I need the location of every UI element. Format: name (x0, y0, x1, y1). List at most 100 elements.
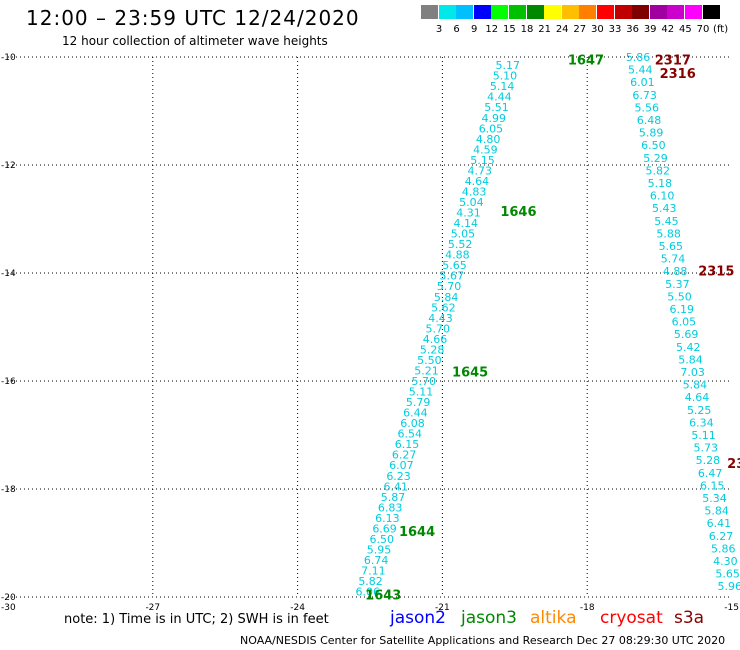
map-subtitle: 12 hour collection of altimeter wave hei… (62, 34, 328, 48)
wave-height-value: 5.25 (687, 404, 712, 417)
scale-swatch (685, 5, 702, 19)
wave-height-value: 6.10 (650, 190, 675, 203)
wave-height-value: 4.59 (473, 143, 498, 156)
lon-tick-label: -21 (435, 603, 450, 613)
wave-height-value: 5.89 (639, 127, 664, 140)
wave-height-value: 6.15 (700, 479, 725, 492)
wave-height-value: 5.21 (414, 364, 439, 377)
wave-height-value: 4.99 (481, 112, 506, 125)
scale-label: 15 (503, 24, 516, 35)
wave-height-value: 5.28 (696, 454, 721, 467)
wave-height-value: 6.41 (707, 517, 732, 530)
scale-label: 36 (626, 24, 639, 35)
wave-height-value: 5.74 (661, 253, 686, 266)
wave-height-value: 4.80 (476, 133, 501, 146)
wave-height-value: 5.28 (420, 343, 445, 356)
wave-height-value: 4.83 (462, 185, 487, 198)
legend-altika: altika (530, 608, 577, 628)
wave-height-value: 4.14 (454, 217, 479, 230)
wave-height-value: 6.23 (386, 470, 411, 483)
note-text: note: 1) Time is in UTC; 2) SWH is in fe… (64, 612, 329, 627)
wave-height-value: 5.84 (683, 379, 708, 392)
wave-height-value: 4.66 (423, 333, 448, 346)
wave-height-value: 6.83 (378, 501, 403, 514)
scale-label: 3 (435, 24, 443, 35)
time-label: 1645 (452, 365, 488, 380)
scale-label: (ft) (713, 24, 729, 35)
wave-height-value: 4.64 (465, 175, 490, 188)
map-title: 12:00 – 23:59 UTC 12/24/2020 (26, 6, 360, 30)
wave-height-value: 5.79 (406, 396, 431, 409)
scale-label: 30 (591, 24, 604, 35)
wave-height-value: 4.88 (663, 265, 688, 278)
wave-height-value: 5.69 (674, 328, 699, 341)
lon-tick-label: -27 (145, 603, 160, 613)
wave-height-value: 5.04 (459, 196, 484, 209)
wave-height-value: 6.50 (370, 533, 395, 546)
wave-height-value: 5.65 (659, 240, 684, 253)
wave-height-value: 6.48 (637, 114, 662, 127)
wave-height-value: 6.34 (689, 416, 714, 429)
wave-height-value: 5.29 (643, 152, 668, 165)
scale-label: 70 (696, 24, 710, 35)
wave-height-value: 4.30 (713, 555, 738, 568)
scale-label: 9 (471, 24, 478, 35)
wave-height-value: 6.44 (403, 407, 428, 420)
wave-height-value: 5.14 (490, 80, 515, 93)
legend-jason2: jason2 (390, 608, 446, 628)
scale-label: 27 (573, 24, 587, 35)
scale-label: 45 (679, 24, 692, 35)
wave-height-value: 5.37 (665, 278, 690, 291)
wave-height-value: 5.11 (691, 429, 716, 442)
scale-label: 33 (608, 24, 622, 35)
time-label: 1646 (500, 205, 536, 220)
wave-height-value: 5.82 (645, 164, 670, 177)
credit-line: NOAA/NESDIS Center for Satellite Applica… (240, 634, 726, 647)
time-label: 2316 (660, 67, 696, 82)
scale-label: 42 (661, 24, 675, 35)
wave-height-value: 5.84 (704, 505, 729, 518)
wave-height-value: 4.88 (445, 249, 470, 262)
wave-height-value: 4.64 (685, 391, 710, 404)
wave-height-value: 4.44 (487, 91, 512, 104)
wave-height-value: 6.15 (395, 438, 420, 451)
wave-height-value: 5.52 (448, 238, 473, 251)
wave-height-value: 6.27 (709, 530, 734, 543)
wave-height-value: 6.69 (372, 522, 397, 535)
scale-swatch (526, 5, 544, 19)
wave-height-value: 6.73 (632, 89, 657, 102)
time-label: 1643 (365, 588, 401, 603)
scale-swatch (544, 5, 562, 19)
wave-height-value: 4.31 (456, 207, 481, 220)
wave-height-value: 5.86 (626, 51, 651, 64)
lat-tick-label: -10 (1, 53, 16, 63)
wave-height-value: 5.56 (635, 101, 660, 114)
wave-height-value: 5.45 (654, 215, 679, 228)
scale-swatch (438, 5, 456, 19)
scale-swatch (509, 5, 526, 19)
legend-s3a: s3a (674, 608, 705, 628)
wave-height-value: 5.05 (451, 228, 476, 241)
wave-height-value: 5.10 (493, 70, 517, 83)
wave-height-value: 6.05 (479, 122, 504, 135)
time-label: 2317 (655, 54, 691, 69)
wave-height-value: 5.42 (676, 341, 701, 354)
wave-height-value: 5.62 (431, 301, 456, 314)
wave-height-value: 6.13 (375, 512, 400, 525)
lat-tick-label: -14 (1, 269, 16, 279)
wave-height-value: 5.65 (442, 259, 467, 272)
wave-height-value: 6.07 (389, 459, 414, 472)
lon-tick-label: -30 (1, 603, 16, 613)
wave-height-value: 5.73 (694, 442, 719, 455)
wave-height-value: 6.74 (364, 554, 389, 567)
wave-height-value: 5.96 (718, 580, 740, 593)
wave-height-value: 5.65 (715, 568, 740, 581)
scale-label: 18 (520, 24, 534, 35)
wave-height-value: 5.51 (484, 101, 509, 114)
wave-height-value: 5.84 (434, 291, 459, 304)
wave-height-value: 5.87 (381, 491, 406, 504)
wave-height-value: 6.54 (398, 428, 423, 441)
lon-tick-label: -18 (580, 603, 595, 613)
scale-swatch (579, 5, 597, 19)
scale-label: 6 (453, 24, 460, 35)
